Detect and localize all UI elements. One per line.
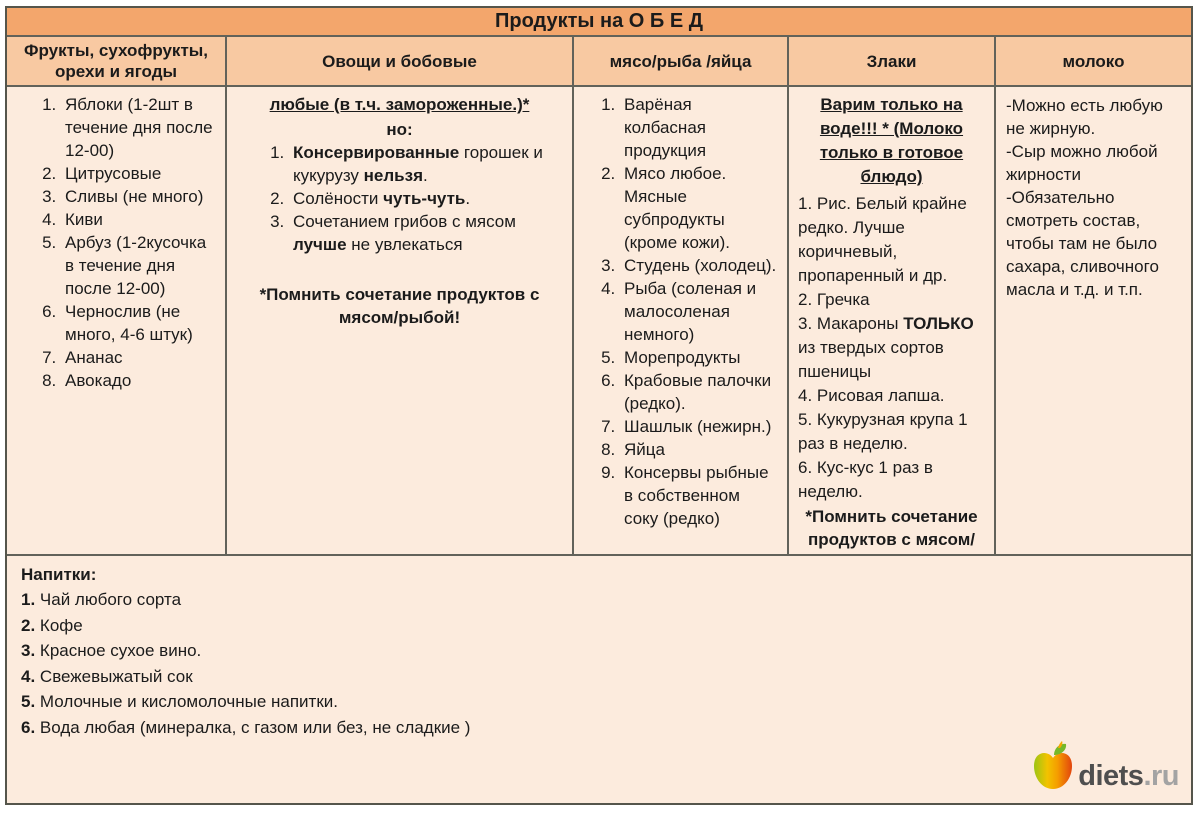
paragraph: 3. Макароны ТОЛЬКО из твердых сортов пше… xyxy=(798,314,974,381)
paragraph: 5. Кукурузная крупа 1 раз в неделю. xyxy=(798,410,968,453)
list-item: Сочетанием грибов с мясом лучше не увлек… xyxy=(289,210,556,256)
grains-note-underlined: Варим только на воде!!! * (Молоко только… xyxy=(819,95,964,186)
list-item: Солёности чуть-чуть. xyxy=(289,187,556,210)
list-item: Киви xyxy=(61,208,215,231)
apple-logo-icon xyxy=(1034,741,1073,789)
list-item: Чернослив (не много, 4-6 штук) xyxy=(61,300,215,346)
drink-item: 3. Красное сухое вино. xyxy=(21,641,202,660)
list-item: Варёная колбасная продукция xyxy=(620,93,777,162)
grains-footnote: *Помнить сочетание продуктов с мясом/рыб… xyxy=(805,507,978,554)
grains-list: 1. Рис. Белый крайне редко. Лучше коричн… xyxy=(789,191,994,504)
paragraph: -Можно есть любую не жирную. xyxy=(1006,96,1163,138)
paragraph: 4. Рисовая лапша. xyxy=(798,386,945,405)
list-item: Сливы (не много) xyxy=(61,185,215,208)
meat-fish-eggs-list: Варёная колбасная продукцияМясо любое. М… xyxy=(574,93,787,530)
column-header-meat-fish-eggs: мясо/рыба /яйца xyxy=(574,37,789,87)
column-header-grains: Злаки xyxy=(789,37,996,87)
list-item: Рыба (соленая и малосоленая немного) xyxy=(620,277,777,346)
paragraph: -Обязательно смотреть состав, чтобы там … xyxy=(1006,188,1159,299)
paragraph: -Сыр можно любой жирности xyxy=(1006,142,1158,184)
milk-notes: -Можно есть любую не жирную. -Сыр можно л… xyxy=(996,93,1191,301)
list-item: Арбуз (1-2кусочка в течение дня после 12… xyxy=(61,231,215,300)
list-item: Шашлык (нежирн.) xyxy=(620,415,777,438)
logo-name-text: diets xyxy=(1078,760,1144,792)
list-item: Студень (холодец). xyxy=(620,254,777,277)
drink-item: 2. Кофе xyxy=(21,615,83,635)
grains-cell: Варим только на воде!!! * (Молоко только… xyxy=(789,87,996,556)
drinks-list: 1. Чай любого сорта 2. Кофе 3. Красное сух… xyxy=(21,587,1177,740)
column-header-milk: молоко xyxy=(996,37,1191,87)
vegetables-note-underlined: любые (в т.ч. замороженные.)* xyxy=(269,95,530,114)
list-item: Авокадо xyxy=(61,369,215,392)
vegetables-cell: любые (в т.ч. замороженные.)* но: Консер… xyxy=(227,87,574,556)
paragraph: 1. Рис. Белый крайне редко. Лучше коричн… xyxy=(798,194,967,285)
drinks-heading: Напитки: xyxy=(21,565,97,584)
table-title: Продукты на О Б Е Д xyxy=(7,8,1191,37)
list-item: Консервированные горошек и кукурузу нель… xyxy=(289,141,556,187)
vegetables-but-label: но: xyxy=(386,120,413,139)
paragraph: 2. Гречка xyxy=(798,290,870,309)
diets-ru-wordmark: diets.ru xyxy=(1078,761,1179,791)
paragraph: 6. Кус-кус 1 раз в неделю. xyxy=(798,458,933,501)
list-item: Консервы рыбные в собственном соку (редк… xyxy=(620,461,777,530)
lunch-products-table: Продукты на О Б Е Д Фрукты, сухофрукты, … xyxy=(5,6,1193,805)
drink-item: 4. Свежевыжатый сок xyxy=(21,666,193,686)
list-item: Мясо любое. Мясные субпродукты (кроме ко… xyxy=(620,162,777,254)
list-item: Морепродукты xyxy=(620,346,777,369)
drink-item: 1. Чай любого сорта xyxy=(21,590,182,609)
logo-tld-text: .ru xyxy=(1143,760,1179,792)
list-item: Ананас xyxy=(61,346,215,369)
list-item: Яблоки (1-2шт в течение дня после 12-00) xyxy=(61,93,215,162)
milk-cell: -Можно есть любую не жирную. -Сыр можно л… xyxy=(996,87,1191,556)
fruits-list: Яблоки (1-2шт в течение дня после 12-00)… xyxy=(7,93,225,392)
column-header-vegetables: Овощи и бобовые xyxy=(227,37,574,87)
fruits-cell: Яблоки (1-2шт в течение дня после 12-00)… xyxy=(7,87,227,556)
column-header-fruits: Фрукты, сухофрукты, орехи и ягоды xyxy=(7,37,227,87)
meat-fish-eggs-cell: Варёная колбасная продукцияМясо любое. М… xyxy=(574,87,789,556)
list-item: Яйца xyxy=(620,438,777,461)
list-item: Цитрусовые xyxy=(61,162,215,185)
diets-ru-logo: diets.ru xyxy=(1031,741,1179,791)
drink-item: 6. Вода любая (минералка, с газом или бе… xyxy=(21,717,471,737)
vegetables-footnote: *Помнить сочетание продуктов с мясом/рыб… xyxy=(259,285,540,327)
list-item: Крабовые палочки (редко). xyxy=(620,369,777,415)
vegetables-list: Консервированные горошек и кукурузу нель… xyxy=(227,141,572,256)
drinks-cell: Напитки: 1. Чай любого сорта 2. Кофе 3. Кр… xyxy=(7,556,1191,803)
drink-item: 5. Молочные и кисломолочные напитки. xyxy=(21,692,338,711)
